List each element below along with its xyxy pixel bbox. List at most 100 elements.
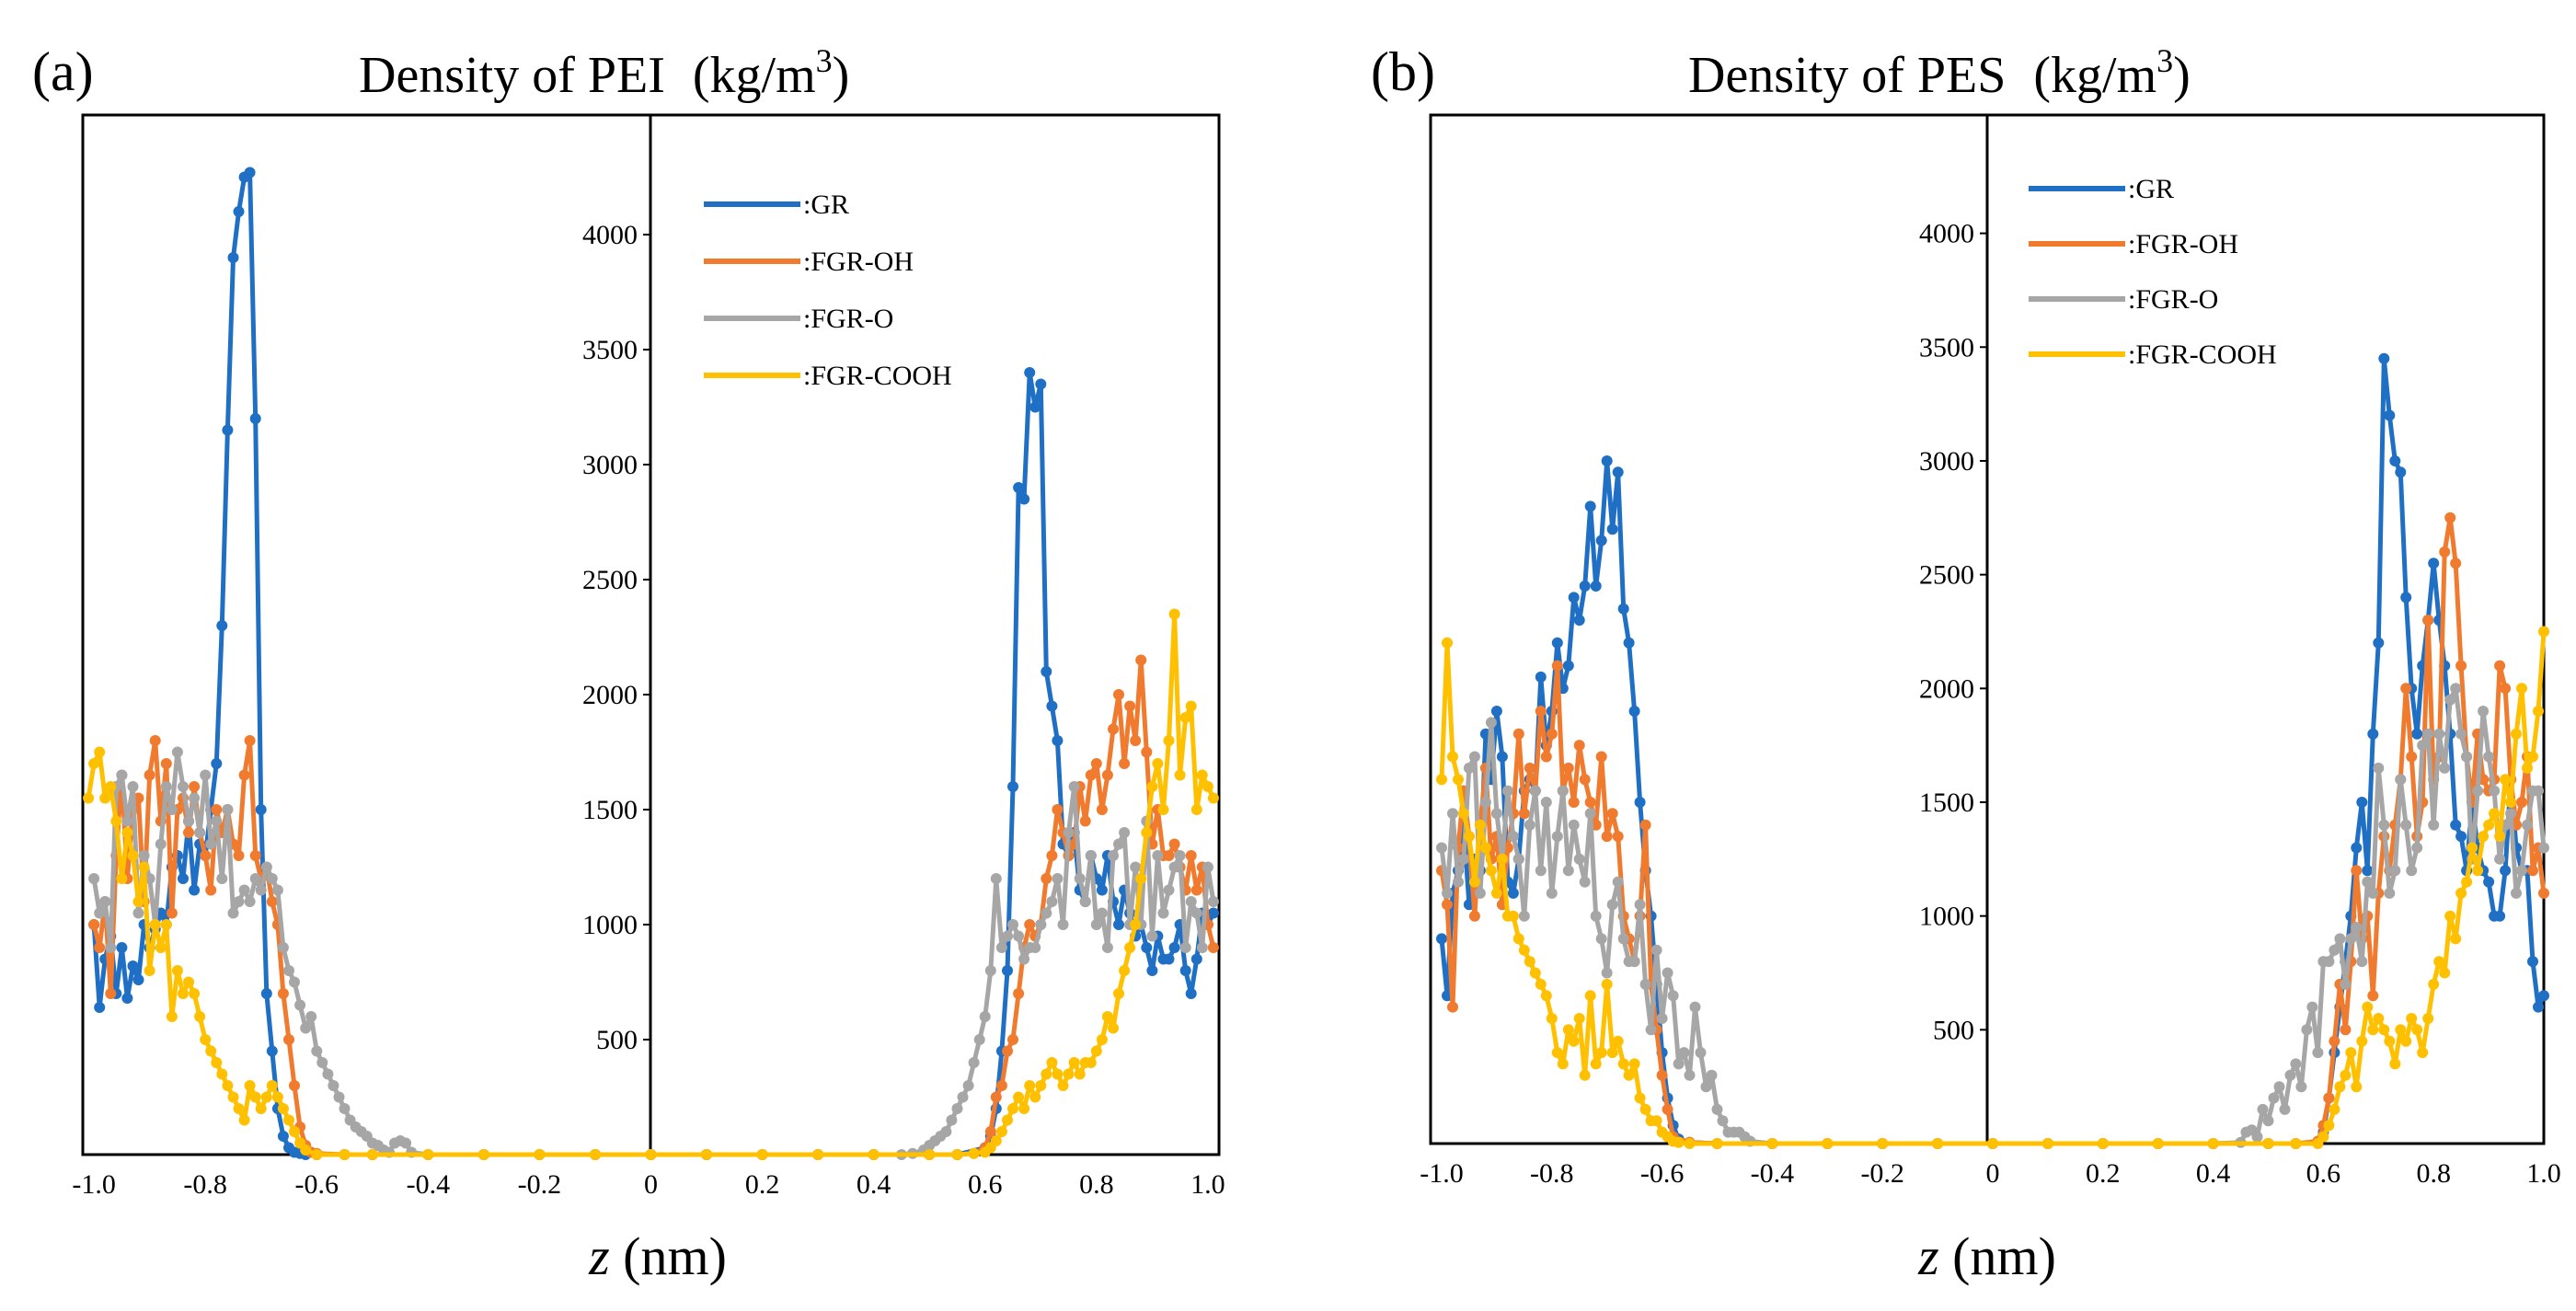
panel-a-data-point: [1002, 1045, 1013, 1057]
panel-b-legend-label: :FGR-OH: [2128, 229, 2238, 259]
panel-a-data-point: [812, 1149, 824, 1160]
panel-a-data-point: [1130, 861, 1142, 873]
panel-b-data-point: [2422, 728, 2434, 740]
panel-b-data-point: [1606, 899, 1618, 911]
panel-a-data-point: [149, 735, 161, 746]
panel-a-data-point: [249, 850, 261, 861]
panel-b-data-point: [1711, 1103, 1723, 1115]
panel-b-data-point: [2522, 762, 2533, 774]
panel-b-data-point: [2538, 626, 2549, 638]
panel-a-data-point: [1029, 401, 1041, 413]
panel-b-data-point: [2472, 785, 2484, 797]
panel-a-data-point: [477, 1149, 489, 1160]
panel-a-data-point: [94, 942, 106, 953]
panel-a-data-point: [990, 873, 1002, 884]
panel-a-data-point: [183, 827, 194, 838]
panel-a-data-point: [924, 1149, 936, 1160]
panel-a-y-tick-label: 3000: [582, 450, 638, 480]
panel-b: (b) Density of PES (kg/m3) z (nm): [1371, 41, 2191, 1286]
panel-a-data-point: [1207, 896, 1219, 907]
panel-b-data-point: [2533, 1001, 2544, 1013]
panel-b-data-point: [1546, 887, 1558, 899]
panel-a-data-point: [1041, 873, 1052, 884]
panel-a-data-point: [266, 873, 278, 884]
panel-a-data-point: [205, 884, 217, 896]
panel-b-data-point: [2500, 683, 2512, 695]
panel-b-data-point: [2257, 1103, 2269, 1115]
panel-a-data-point: [266, 1080, 278, 1091]
panel-a-data-point: [255, 884, 267, 896]
panel-b-data-point: [2417, 740, 2429, 752]
panel-b-data-point: [1518, 808, 1530, 820]
panel-b-data-point: [2373, 762, 2385, 774]
panel-b-data-point: [2207, 1138, 2219, 1149]
panel-b-legend-label: :GR: [2128, 174, 2174, 204]
panel-b-data-point: [2356, 797, 2368, 808]
panel-a-data-point: [1096, 907, 1108, 919]
panel-b-data-point: [2395, 466, 2407, 478]
panel-a-data-point: [244, 896, 256, 907]
panel-a-data-point: [121, 827, 133, 838]
panel-b-data-point: [1557, 1058, 1569, 1070]
panel-b-data-point: [2262, 1138, 2274, 1149]
panel-b-data-point: [1507, 910, 1519, 922]
panel-b-data-point: [1453, 876, 1464, 888]
panel-b-data-point: [1595, 751, 1607, 763]
panel-b-data-point: [2450, 819, 2462, 831]
plot-area-a: -1.0 -0.8 -0.6 -0.4 -0.2 0 0.2 0.4 0.6 0.8 1.0 500 1…: [72, 113, 1225, 1200]
panel-b-data-point: [1442, 637, 1453, 649]
panel-a-data-point: [227, 1091, 239, 1103]
panel-a-series-3: [83, 608, 1219, 1160]
panel-b-data-point: [1678, 1047, 1690, 1059]
panel-a-y-tick-label: 500: [596, 1025, 638, 1055]
panel-b-data-point: [2400, 592, 2412, 604]
panel-b-data-point: [2323, 1092, 2335, 1104]
panel-a-data-point: [171, 965, 183, 976]
panel-a-data-point: [1018, 953, 1030, 965]
panel-b-data-point: [2527, 751, 2538, 763]
panel-b-data-point: [2428, 819, 2440, 831]
panel-b-data-point: [1512, 853, 1524, 865]
panel-a-y-tick-label: 1000: [582, 910, 638, 940]
panel-b-data-point: [2356, 956, 2368, 968]
panel-b-data-point: [2345, 933, 2357, 945]
panel-b-data-point: [2500, 774, 2512, 786]
panel-a-data-point: [1113, 689, 1124, 700]
panel-a-data-point: [1063, 1068, 1075, 1080]
panel-b-data-point: [2538, 887, 2549, 899]
panel-b-data-point: [2356, 1035, 2368, 1047]
panel-b-data-point: [2505, 808, 2517, 820]
panel-b-data-point: [1617, 1058, 1629, 1070]
panel-a-data-point: [1041, 666, 1052, 677]
panel-b-data-point: [2340, 978, 2352, 990]
panel-b-data-point: [1496, 853, 1508, 865]
panel-b-data-point: [1442, 899, 1453, 911]
panel-a-title: Density of PEI (kg/m3): [359, 42, 849, 104]
panel-a-data-point: [166, 804, 178, 815]
panel-a-data-point: [105, 942, 117, 953]
panel-a-data-point: [211, 804, 223, 815]
panel-b-data-point: [2538, 990, 2549, 1002]
panel-a-data-point: [283, 965, 294, 976]
panel-a-data-point: [1029, 1091, 1041, 1103]
panel-a-data-point: [1090, 919, 1102, 930]
panel-a-data-point: [1113, 838, 1124, 850]
panel-b-data-point: [1447, 1001, 1458, 1013]
panel-a-data-point: [88, 873, 100, 884]
panel-a-data-point: [962, 1080, 974, 1091]
panel-a-data-point: [138, 861, 150, 873]
panel-a-x-tick-label: -0.8: [183, 1169, 227, 1200]
panel-a-data-point: [1074, 1068, 1086, 1080]
panel-a-data-point: [1163, 884, 1175, 896]
panel-b-data-point: [1595, 933, 1607, 945]
panel-a-data-point: [1029, 942, 1041, 953]
panel-a-data-point: [1057, 1080, 1069, 1091]
panel-b-data-point: [1485, 717, 1497, 729]
panel-b-data-point: [1512, 933, 1524, 945]
panel-b-y-tick-label: 1500: [1919, 788, 1974, 818]
panel-a-data-point: [1002, 1114, 1013, 1126]
panel-a-data-point: [973, 1034, 985, 1045]
panel-a-data-point: [222, 1080, 234, 1091]
panel-b-y-tick-label: 1000: [1919, 902, 1974, 932]
